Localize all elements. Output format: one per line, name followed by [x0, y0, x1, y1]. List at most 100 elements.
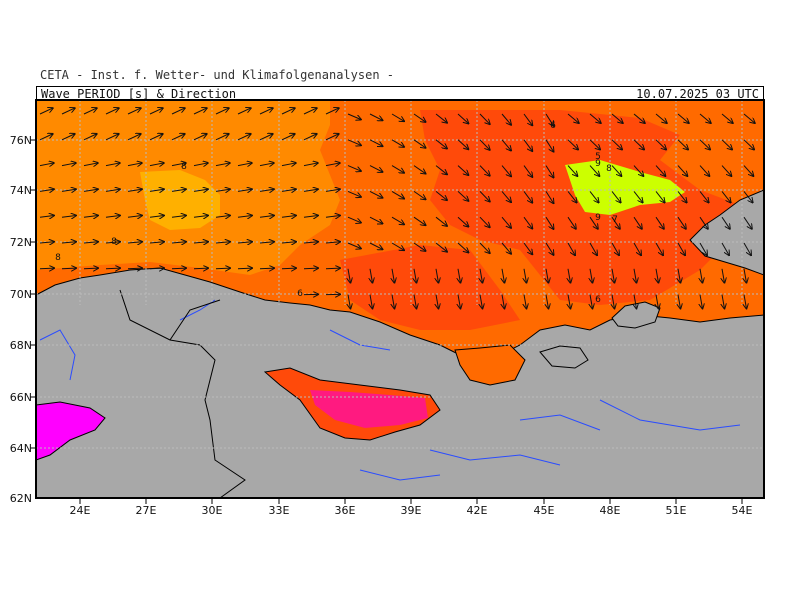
- direction-arrow: [171, 268, 186, 269]
- direction-arrow: [215, 134, 229, 141]
- direction-arrow: [105, 242, 120, 243]
- direction-arrow: [457, 139, 468, 149]
- direction-arrow: [457, 216, 468, 226]
- direction-arrow: [479, 191, 490, 201]
- direction-arrow: [457, 165, 468, 175]
- direction-arrow: [633, 216, 642, 229]
- direction-arrow: [149, 108, 163, 115]
- product-header-bar: Wave PERIOD [s] & Direction 10.07.2025 0…: [36, 86, 764, 101]
- direction-arrow: [127, 108, 141, 115]
- direction-arrow: [699, 191, 709, 202]
- direction-arrow: [413, 113, 426, 122]
- direction-arrow: [259, 189, 274, 191]
- direction-arrow: [524, 268, 526, 283]
- novaya-zemlya: [689, 189, 764, 276]
- direction-arrow: [523, 216, 532, 228]
- direction-arrow: [193, 134, 207, 141]
- direction-arrow: [127, 242, 142, 243]
- direction-arrow: [391, 139, 404, 147]
- direction-arrow: [149, 215, 164, 217]
- direction-arrow: [480, 268, 482, 283]
- direction-arrow: [193, 268, 208, 269]
- direction-arrow: [193, 215, 208, 217]
- lon-label: 51E: [666, 504, 687, 517]
- direction-arrow: [127, 134, 141, 141]
- direction-arrow: [369, 113, 382, 120]
- direction-arrow: [171, 215, 186, 217]
- direction-arrow: [325, 163, 340, 166]
- direction-arrow: [237, 242, 252, 243]
- direction-arrow: [479, 242, 490, 253]
- direction-arrow: [501, 242, 511, 254]
- direction-arrow: [721, 191, 731, 202]
- direction-arrow: [722, 268, 724, 283]
- direction-arrow: [391, 165, 404, 173]
- lon-label: 36E: [335, 504, 356, 517]
- direction-arrow: [39, 189, 54, 191]
- direction-arrow: [545, 242, 554, 255]
- direction-arrow: [568, 294, 570, 309]
- direction-arrow: [699, 242, 707, 255]
- direction-arrow: [215, 163, 230, 166]
- direction-arrow: [436, 268, 438, 283]
- direction-arrow: [567, 139, 578, 150]
- direction-arrow: [700, 294, 702, 309]
- direction-arrow: [677, 242, 685, 255]
- direction-arrow: [457, 191, 468, 200]
- direction-arrow: [303, 242, 318, 243]
- contour-label: 6: [297, 289, 303, 299]
- direction-arrow: [369, 139, 382, 146]
- contour-labels: 8 8 8 8 6 6 6 9 9 7 5: [55, 121, 618, 305]
- direction-arrow: [589, 165, 599, 176]
- direction-arrow: [193, 189, 208, 191]
- direction-arrow: [413, 242, 426, 251]
- direction-arrow: [281, 268, 296, 269]
- direction-arrow: [237, 215, 252, 217]
- direction-arrow: [699, 113, 711, 123]
- direction-arrow: [149, 189, 164, 191]
- direction-arrow: [61, 108, 75, 115]
- direction-arrow: [501, 191, 511, 202]
- direction-arrow: [435, 165, 447, 175]
- axis-ticks: [30, 139, 743, 504]
- lon-label: 48E: [600, 504, 621, 517]
- direction-arrow: [700, 268, 702, 283]
- direction-arrow: [611, 165, 621, 176]
- direction-arrow: [721, 242, 729, 255]
- direction-arrow: [347, 139, 361, 145]
- direction-arrow: [127, 268, 142, 269]
- direction-arrow: [303, 134, 317, 141]
- direction-arrow: [303, 268, 318, 269]
- direction-arrow: [83, 242, 98, 243]
- direction-arrow: [325, 108, 339, 115]
- direction-arrow: [546, 268, 548, 283]
- contour-label: 5: [595, 152, 601, 162]
- direction-arrow: [348, 268, 350, 283]
- direction-arrow: [303, 163, 318, 166]
- lon-label: 24E: [70, 504, 91, 517]
- direction-arrow: [281, 134, 295, 141]
- direction-arrow: [545, 113, 554, 126]
- direction-arrow: [458, 268, 460, 283]
- direction-arrow: [347, 216, 361, 222]
- direction-arrow: [655, 216, 664, 229]
- direction-arrow: [589, 216, 598, 229]
- direction-arrow: [721, 139, 732, 150]
- direction-arrow: [392, 268, 394, 283]
- direction-arrow: [590, 294, 592, 309]
- direction-arrow: [435, 191, 447, 200]
- gulf-bothnia: [36, 401, 106, 461]
- direction-arrow: [303, 215, 318, 217]
- direction-arrow: [347, 165, 361, 171]
- direction-arrow: [523, 165, 532, 177]
- direction-arrow: [567, 165, 577, 176]
- lat-label: 68N: [10, 339, 32, 352]
- borders: [119, 289, 246, 498]
- direction-arrow: [743, 113, 755, 123]
- direction-arrow: [435, 216, 447, 226]
- direction-arrow: [325, 134, 339, 141]
- direction-arrow: [193, 108, 207, 115]
- direction-arrow: [83, 189, 98, 191]
- valid-datetime: 10.07.2025 03 UTC: [636, 87, 759, 101]
- direction-arrow: [501, 165, 511, 177]
